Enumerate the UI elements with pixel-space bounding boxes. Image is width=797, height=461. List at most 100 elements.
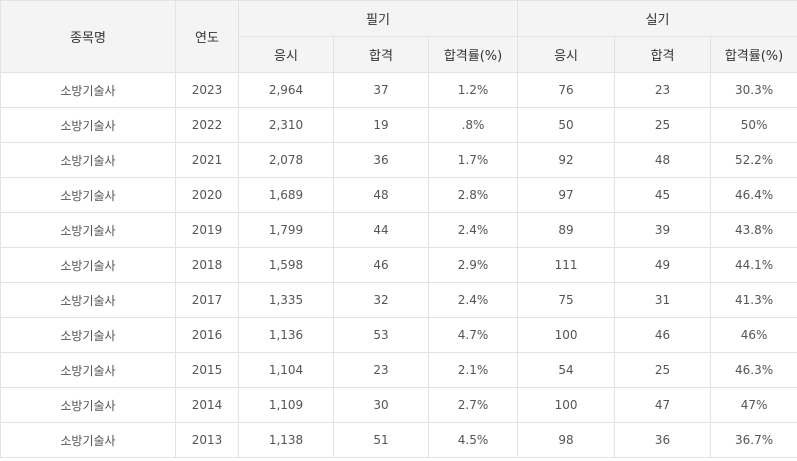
header-practical-passed: 합격 bbox=[614, 36, 712, 73]
cell-practical-passed: 45 bbox=[614, 177, 712, 213]
table-row: 소방기술사 2014 1,109 30 2.7% 100 47 47% bbox=[0, 387, 797, 423]
cell-practical-passed: 23 bbox=[614, 72, 712, 108]
cell-written-pass-rate: 2.7% bbox=[427, 387, 519, 423]
cell-practical-pass-rate: 43.8% bbox=[710, 212, 797, 248]
cell-item-name: 소방기술사 bbox=[0, 422, 176, 458]
table-row: 소방기술사 2013 1,138 51 4.5% 98 36 36.7% bbox=[0, 422, 797, 458]
cell-written-passed: 53 bbox=[333, 317, 429, 353]
cell-written-applicants: 1,109 bbox=[238, 387, 334, 423]
cell-practical-applicants: 89 bbox=[517, 212, 616, 248]
cell-practical-passed: 39 bbox=[614, 212, 712, 248]
table-header: 종목명 연도 필기 실기 응시 합격 합격률(%) 응시 합격 합격률(%) bbox=[0, 0, 797, 73]
header-row-top: 종목명 연도 필기 실기 bbox=[0, 0, 797, 73]
cell-practical-applicants: 111 bbox=[517, 247, 616, 283]
header-practical-exam: 실기 bbox=[517, 0, 797, 37]
cell-written-applicants: 1,335 bbox=[238, 282, 334, 318]
cell-practical-applicants: 100 bbox=[517, 317, 616, 353]
cell-practical-pass-rate: 36.7% bbox=[710, 422, 797, 458]
cell-practical-pass-rate: 47% bbox=[710, 387, 797, 423]
cell-written-applicants: 1,138 bbox=[238, 422, 334, 458]
cell-year: 2019 bbox=[175, 212, 239, 248]
cell-item-name: 소방기술사 bbox=[0, 387, 176, 423]
cell-practical-passed: 31 bbox=[614, 282, 712, 318]
cell-practical-pass-rate: 44.1% bbox=[710, 247, 797, 283]
cell-year: 2017 bbox=[175, 282, 239, 318]
cell-practical-applicants: 76 bbox=[517, 72, 616, 108]
cell-item-name: 소방기술사 bbox=[0, 212, 176, 248]
table-row: 소방기술사 2017 1,335 32 2.4% 75 31 41.3% bbox=[0, 282, 797, 318]
cell-written-passed: 46 bbox=[333, 247, 429, 283]
table-body: 소방기술사 2023 2,964 37 1.2% 76 23 30.3% 소방기술사 2022 2,… bbox=[0, 72, 797, 458]
header-written-exam: 필기 bbox=[237, 0, 519, 37]
cell-year: 2018 bbox=[175, 247, 239, 283]
cell-practical-pass-rate: 46.3% bbox=[710, 352, 797, 388]
cell-item-name: 소방기술사 bbox=[0, 107, 176, 143]
header-item-name: 종목명 bbox=[0, 0, 176, 73]
header-written-pass-rate: 합격률(%) bbox=[427, 36, 519, 73]
cell-written-passed: 44 bbox=[333, 212, 429, 248]
cell-year: 2020 bbox=[175, 177, 239, 213]
cell-practical-passed: 36 bbox=[614, 422, 712, 458]
cell-item-name: 소방기술사 bbox=[0, 177, 176, 213]
cell-written-pass-rate: 2.9% bbox=[427, 247, 519, 283]
cell-written-passed: 30 bbox=[333, 387, 429, 423]
cell-item-name: 소방기술사 bbox=[0, 247, 176, 283]
cell-practical-passed: 49 bbox=[614, 247, 712, 283]
cell-written-passed: 19 bbox=[333, 107, 429, 143]
cell-written-pass-rate: .8% bbox=[427, 107, 519, 143]
header-year: 연도 bbox=[175, 0, 239, 73]
header-written-passed: 합격 bbox=[333, 36, 429, 73]
cell-practical-applicants: 54 bbox=[517, 352, 616, 388]
cell-written-passed: 32 bbox=[333, 282, 429, 318]
cell-written-pass-rate: 2.4% bbox=[427, 282, 519, 318]
cell-practical-applicants: 92 bbox=[517, 142, 616, 178]
cell-written-applicants: 1,799 bbox=[238, 212, 334, 248]
cell-written-passed: 37 bbox=[333, 72, 429, 108]
cell-practical-pass-rate: 30.3% bbox=[710, 72, 797, 108]
cell-practical-applicants: 98 bbox=[517, 422, 616, 458]
cell-written-applicants: 1,104 bbox=[238, 352, 334, 388]
cell-practical-pass-rate: 50% bbox=[710, 107, 797, 143]
cell-practical-passed: 46 bbox=[614, 317, 712, 353]
cell-written-applicants: 2,310 bbox=[238, 107, 334, 143]
table-row: 소방기술사 2021 2,078 36 1.7% 92 48 52.2% bbox=[0, 142, 797, 178]
cell-written-pass-rate: 4.5% bbox=[427, 422, 519, 458]
cell-practical-applicants: 75 bbox=[517, 282, 616, 318]
cell-practical-applicants: 97 bbox=[517, 177, 616, 213]
cell-written-pass-rate: 2.1% bbox=[427, 352, 519, 388]
cell-written-passed: 48 bbox=[333, 177, 429, 213]
cell-item-name: 소방기술사 bbox=[0, 317, 176, 353]
cell-written-applicants: 1,136 bbox=[238, 317, 334, 353]
cell-year: 2016 bbox=[175, 317, 239, 353]
cell-written-pass-rate: 1.7% bbox=[427, 142, 519, 178]
cell-practical-applicants: 50 bbox=[517, 107, 616, 143]
cell-practical-passed: 25 bbox=[614, 352, 712, 388]
table-row: 소방기술사 2015 1,104 23 2.1% 54 25 46.3% bbox=[0, 352, 797, 388]
header-row-sub: 응시 합격 합격률(%) 응시 합격 합격률(%) bbox=[1, 36, 797, 73]
cell-written-applicants: 2,964 bbox=[238, 72, 334, 108]
cell-item-name: 소방기술사 bbox=[0, 282, 176, 318]
cell-year: 2023 bbox=[175, 72, 239, 108]
table-row: 소방기술사 2022 2,310 19.8% 50 25 50% bbox=[0, 107, 797, 143]
cell-year: 2014 bbox=[175, 387, 239, 423]
cell-written-applicants: 2,078 bbox=[238, 142, 334, 178]
table-row: 소방기술사 2018 1,598 46 2.9% 111 49 44.1% bbox=[0, 247, 797, 283]
table-row: 소방기술사 2019 1,799 44 2.4% 89 39 43.8% bbox=[0, 212, 797, 248]
cell-year: 2021 bbox=[175, 142, 239, 178]
cell-written-pass-rate: 4.7% bbox=[427, 317, 519, 353]
cell-practical-pass-rate: 41.3% bbox=[710, 282, 797, 318]
cell-written-applicants: 1,598 bbox=[238, 247, 334, 283]
cell-year: 2022 bbox=[175, 107, 239, 143]
header-practical-pass-rate: 합격률(%) bbox=[710, 36, 797, 73]
cell-practical-pass-rate: 52.2% bbox=[710, 142, 797, 178]
cell-written-passed: 51 bbox=[333, 422, 429, 458]
cell-written-passed: 36 bbox=[333, 142, 429, 178]
cell-item-name: 소방기술사 bbox=[0, 72, 176, 108]
cell-practical-passed: 47 bbox=[614, 387, 712, 423]
cell-item-name: 소방기술사 bbox=[0, 352, 176, 388]
cell-item-name: 소방기술사 bbox=[0, 142, 176, 178]
cell-written-passed: 23 bbox=[333, 352, 429, 388]
cell-practical-pass-rate: 46.4% bbox=[710, 177, 797, 213]
cell-written-pass-rate: 1.2% bbox=[427, 72, 519, 108]
